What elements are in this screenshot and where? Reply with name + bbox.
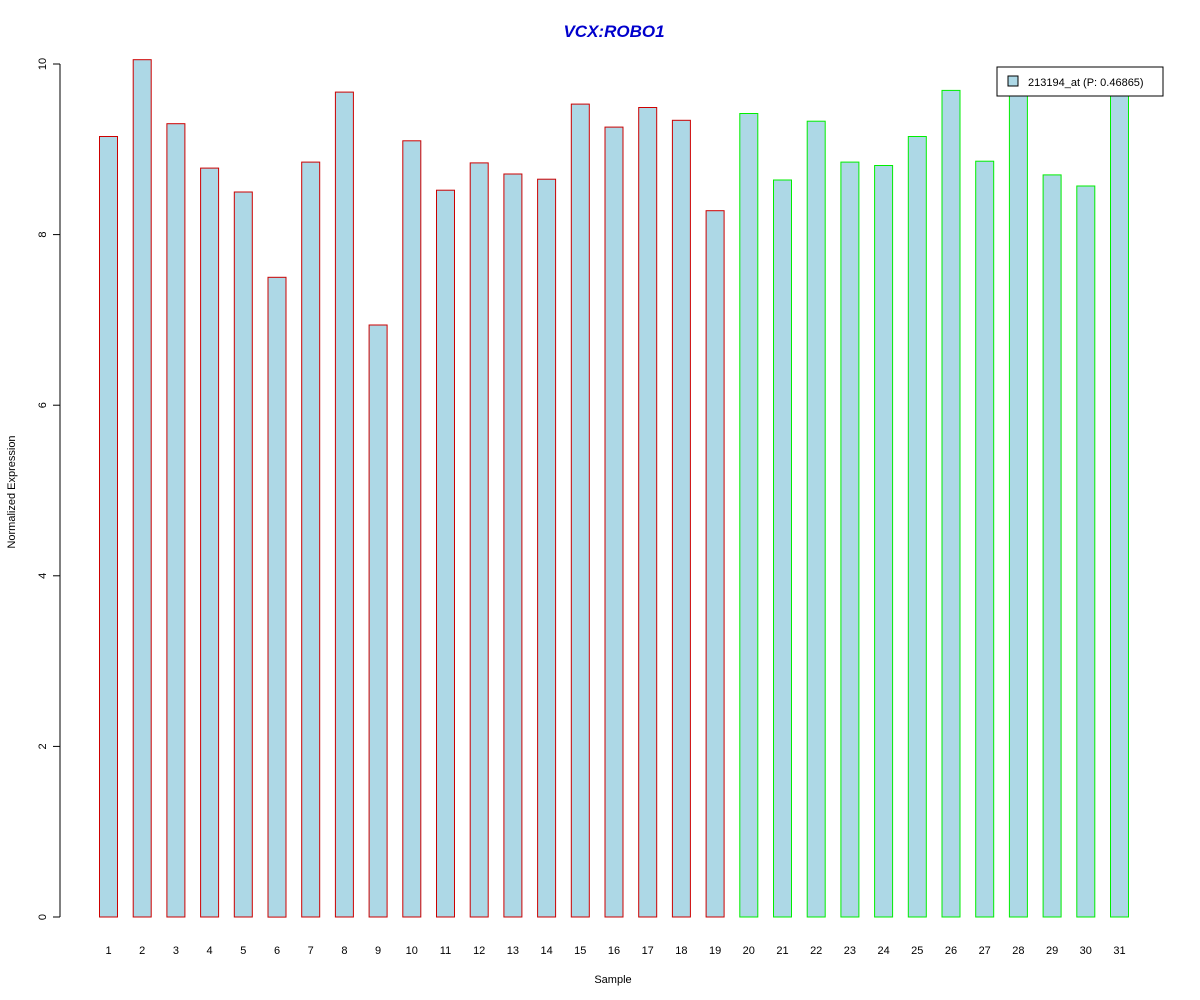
x-tick-label: 11 — [440, 945, 451, 957]
x-tick-label: 5 — [240, 945, 246, 957]
x-tick-label: 27 — [979, 945, 991, 957]
bar-sample-18 — [671, 119, 691, 918]
x-tick-label: 3 — [173, 945, 179, 957]
x-tick-label: 21 — [776, 945, 788, 957]
bar-sample-17 — [638, 107, 658, 918]
bar-sample-24 — [874, 165, 894, 918]
bar-sample-2 — [132, 59, 152, 918]
bar-sample-12 — [469, 162, 489, 918]
y-tick-label: 6 — [37, 402, 49, 408]
y-tick-label: 8 — [37, 232, 49, 238]
bar-sample-10 — [402, 140, 422, 918]
bar-sample-27 — [975, 160, 995, 918]
y-axis-label: Normalized Expression — [6, 435, 18, 548]
bar-sample-23 — [840, 161, 860, 918]
x-tick-label: 25 — [911, 945, 923, 957]
x-tick-label: 7 — [308, 945, 314, 957]
bar-sample-22 — [806, 120, 826, 918]
legend-swatch — [1007, 75, 1019, 87]
x-tick-label: 10 — [406, 945, 418, 957]
x-tick-labels: 1 2 3 4 5 6 7 8 9 10 11 12 13 14 15 16 17 18 19 20 21 22 23 24 2… — [105, 945, 1125, 957]
bar-sample-31 — [1110, 91, 1129, 918]
bar-sample-11 — [436, 189, 455, 918]
x-tick-label: 15 — [574, 945, 586, 957]
x-tick-label: 18 — [675, 945, 687, 957]
chart-title: VCX:ROBO1 — [563, 22, 664, 41]
bar-sample-14 — [537, 178, 557, 918]
bar-sample-1 — [99, 136, 118, 918]
bar-sample-6 — [267, 276, 287, 918]
x-tick-label: 2 — [139, 945, 145, 957]
x-tick-label: 4 — [207, 945, 213, 957]
bar-sample-15 — [570, 103, 590, 918]
x-tick-label: 8 — [341, 945, 347, 957]
y-tick-label: 4 — [37, 573, 49, 579]
legend-label: 213194_at (P: 0.46865) — [1028, 77, 1144, 89]
bar-sample-5 — [233, 191, 253, 918]
y-tick-label: 0 — [37, 914, 49, 920]
x-tick-label: 19 — [709, 945, 721, 957]
x-tick-label: 22 — [810, 945, 822, 957]
x-tick-label: 9 — [375, 945, 381, 957]
bar-sample-26 — [941, 89, 961, 918]
x-tick-label: 14 — [540, 945, 552, 957]
x-tick-label: 16 — [608, 945, 620, 957]
x-tick-label: 23 — [844, 945, 856, 957]
bar-sample-8 — [334, 91, 354, 918]
x-tick-label: 30 — [1080, 945, 1092, 957]
bar-sample-4 — [200, 167, 220, 918]
x-tick-label: 26 — [945, 945, 957, 957]
bar-sample-29 — [1042, 174, 1062, 918]
bar-sample-3 — [166, 123, 186, 918]
bar-sample-7 — [301, 161, 321, 918]
y-axis: 0 2 4 6 8 10 — [37, 58, 61, 920]
bar-sample-16 — [604, 126, 624, 918]
y-tick-label: 2 — [37, 743, 49, 749]
bar-sample-20 — [739, 113, 759, 918]
bar-sample-21 — [773, 179, 792, 918]
x-tick-label: 20 — [743, 945, 755, 957]
bar-sample-9 — [368, 324, 388, 918]
bar-sample-19 — [705, 210, 725, 918]
y-tick-label: 10 — [37, 58, 49, 70]
x-tick-label: 17 — [642, 945, 654, 957]
bar-sample-25 — [907, 136, 927, 918]
x-tick-label: 31 — [1113, 945, 1125, 957]
x-tick-label: 12 — [473, 945, 485, 957]
bars — [99, 59, 1129, 918]
x-tick-label: 1 — [105, 945, 111, 957]
x-tick-label: 24 — [877, 945, 889, 957]
x-tick-label: 29 — [1046, 945, 1058, 957]
legend: 213194_at (P: 0.46865) — [996, 66, 1164, 97]
legend-box — [996, 66, 1164, 97]
bar-sample-13 — [503, 173, 523, 918]
bar-sample-28 — [1008, 91, 1028, 918]
x-tick-label: 13 — [507, 945, 519, 957]
x-tick-label: 28 — [1012, 945, 1024, 957]
x-axis-label: Sample — [594, 974, 631, 986]
x-tick-label: 6 — [274, 945, 280, 957]
bar-sample-30 — [1076, 185, 1096, 918]
